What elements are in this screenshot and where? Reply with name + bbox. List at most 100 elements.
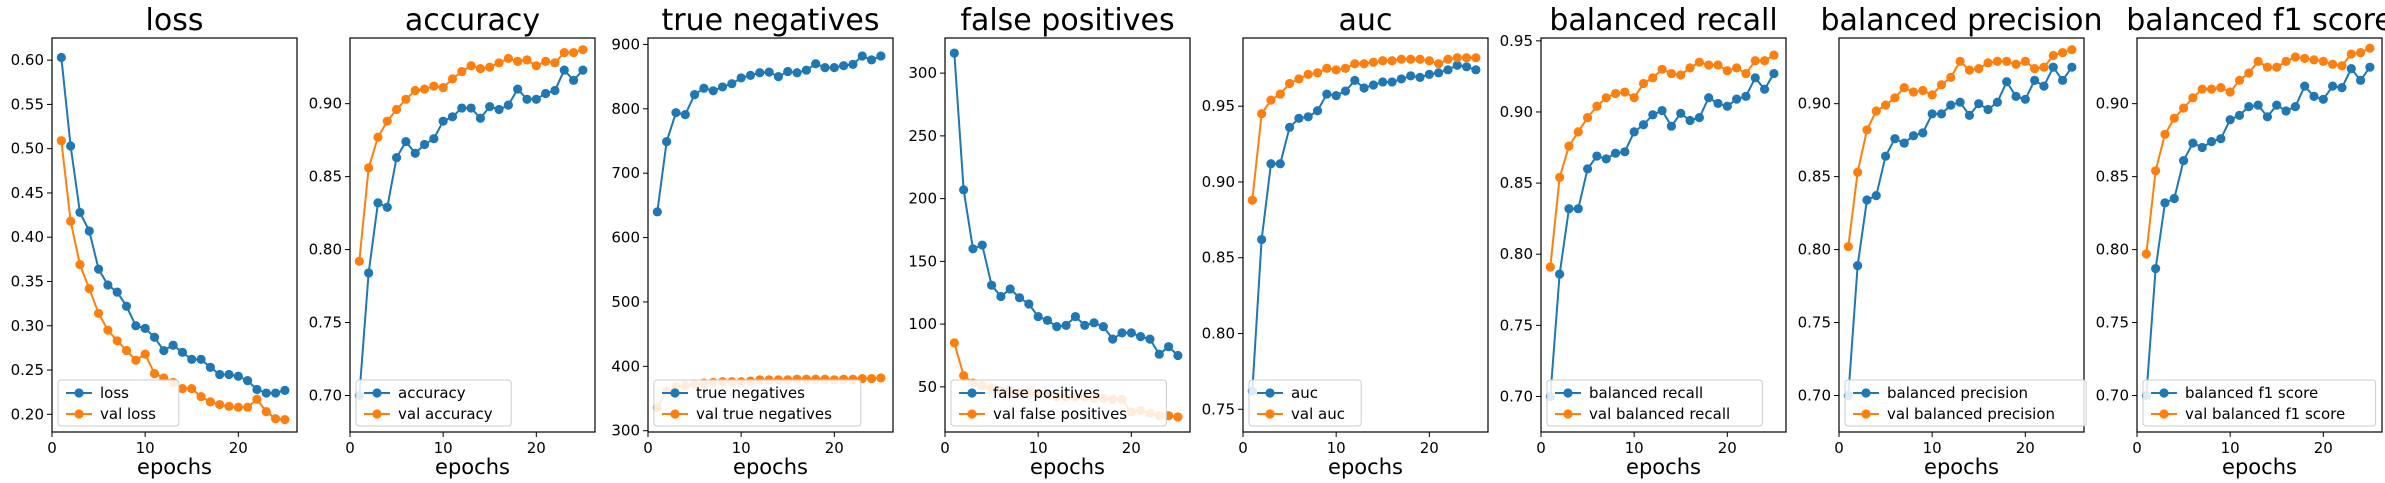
- data-point: [1424, 69, 1434, 79]
- x-tick-label: 0: [2132, 439, 2142, 457]
- data-point: [233, 371, 243, 381]
- data-point: [140, 323, 150, 334]
- series-val-balanced-f1-score: [2141, 43, 2375, 259]
- x-tick-label: 0: [643, 439, 653, 457]
- data-point: [531, 61, 541, 71]
- series-line: [656, 54, 882, 212]
- data-point: [1443, 65, 1453, 75]
- chart-balanced-f1-score: balanced f1 score epochs 0 10 20 0.70 0.75 0.80…: [2096, 3, 2385, 479]
- data-point: [1247, 195, 1257, 205]
- y-tick-label: 0.70: [309, 387, 342, 405]
- y-tick-label: 600: [611, 229, 640, 247]
- series-line: [2145, 66, 2371, 396]
- data-point: [1685, 115, 1695, 126]
- plot-frame: [51, 37, 298, 433]
- data-point: [1294, 74, 1304, 84]
- x-tick-label: 20: [1420, 439, 1439, 457]
- data-point: [93, 308, 104, 318]
- data-point: [2272, 100, 2282, 110]
- y-tick-label: 900: [611, 35, 640, 53]
- data-point: [1927, 109, 1937, 119]
- data-point: [66, 216, 76, 226]
- legend-swatch-marker: [1861, 388, 1871, 398]
- data-point: [1312, 68, 1323, 78]
- data-point: [977, 240, 987, 250]
- data-point: [1089, 318, 1099, 328]
- data-point: [783, 66, 793, 77]
- legend-swatch-marker: [372, 388, 382, 398]
- data-point: [1676, 108, 1686, 118]
- chart-title: accuracy: [405, 3, 540, 38]
- data-point: [1657, 105, 1667, 116]
- data-point: [1108, 334, 1118, 344]
- data-point: [131, 321, 141, 331]
- y-tick-label: 0.90: [2096, 95, 2129, 113]
- data-point: [764, 67, 774, 77]
- data-point: [1862, 195, 1872, 205]
- chart-loss: loss epochs 0 10 20 0.20 0.25 0.30 0.35 0.40 0.45 0…: [11, 3, 298, 479]
- data-point: [149, 332, 160, 342]
- x-tick-label: 0: [940, 439, 950, 457]
- data-point: [1704, 60, 1714, 70]
- x-tick-label: 20: [229, 439, 248, 457]
- data-point: [2346, 64, 2356, 74]
- data-point: [1722, 66, 1732, 76]
- data-point: [1042, 315, 1053, 325]
- data-point: [1359, 83, 1369, 93]
- data-point: [2151, 166, 2161, 176]
- y-tick-label: 0.70: [2096, 387, 2129, 405]
- data-point: [187, 384, 197, 394]
- data-point: [866, 373, 877, 384]
- data-point: [1974, 64, 1984, 74]
- chart-title: auc: [1339, 3, 1393, 38]
- data-point: [2318, 94, 2328, 104]
- data-point: [1257, 109, 1267, 119]
- data-point: [1974, 99, 1984, 109]
- data-point: [1890, 93, 1900, 103]
- legend-box: [950, 379, 1167, 427]
- data-point: [1983, 58, 1993, 68]
- data-point: [1434, 59, 1444, 69]
- data-point: [541, 88, 551, 99]
- data-point: [1918, 85, 1928, 96]
- chart-title: false positives: [960, 3, 1174, 38]
- legend-swatch-marker: [967, 409, 977, 419]
- legend-entry: val balanced recall: [1589, 405, 1730, 423]
- data-point: [410, 85, 420, 96]
- data-point: [391, 104, 402, 115]
- data-point: [1461, 62, 1472, 72]
- data-point: [522, 94, 532, 104]
- data-point: [1284, 122, 1295, 133]
- data-point: [1303, 69, 1313, 79]
- data-point: [671, 108, 681, 118]
- series-val-balanced-recall: [1545, 50, 1779, 272]
- series-balanced-precision: [1843, 62, 2077, 401]
- data-point: [1387, 77, 1397, 87]
- data-point: [252, 394, 262, 404]
- data-point: [1750, 56, 1760, 66]
- x-tick-label: 0: [345, 439, 355, 457]
- data-point: [876, 51, 886, 61]
- data-point: [1592, 151, 1602, 161]
- y-tick-label: 0.70: [1500, 387, 1533, 405]
- data-point: [1704, 93, 1714, 103]
- data-point: [401, 94, 411, 104]
- data-point: [503, 53, 513, 64]
- data-point: [2169, 193, 2179, 204]
- x-tick-label: 20: [1718, 439, 1737, 457]
- data-point: [1340, 63, 1351, 73]
- data-point: [457, 103, 467, 113]
- data-point: [2160, 198, 2170, 208]
- data-point: [1955, 97, 1965, 107]
- data-point: [1350, 59, 1360, 69]
- legend-entry: auc: [1291, 384, 1318, 402]
- legend-entry: val balanced precision: [1887, 405, 2055, 423]
- data-point: [1992, 56, 2002, 66]
- x-tick-label: 20: [1122, 439, 1141, 457]
- data-point: [2039, 81, 2049, 91]
- data-point: [1331, 65, 1341, 75]
- data-point: [187, 354, 197, 364]
- legend-swatch-marker: [1861, 409, 1871, 419]
- series-accuracy: [354, 65, 588, 401]
- data-point: [1378, 77, 1388, 87]
